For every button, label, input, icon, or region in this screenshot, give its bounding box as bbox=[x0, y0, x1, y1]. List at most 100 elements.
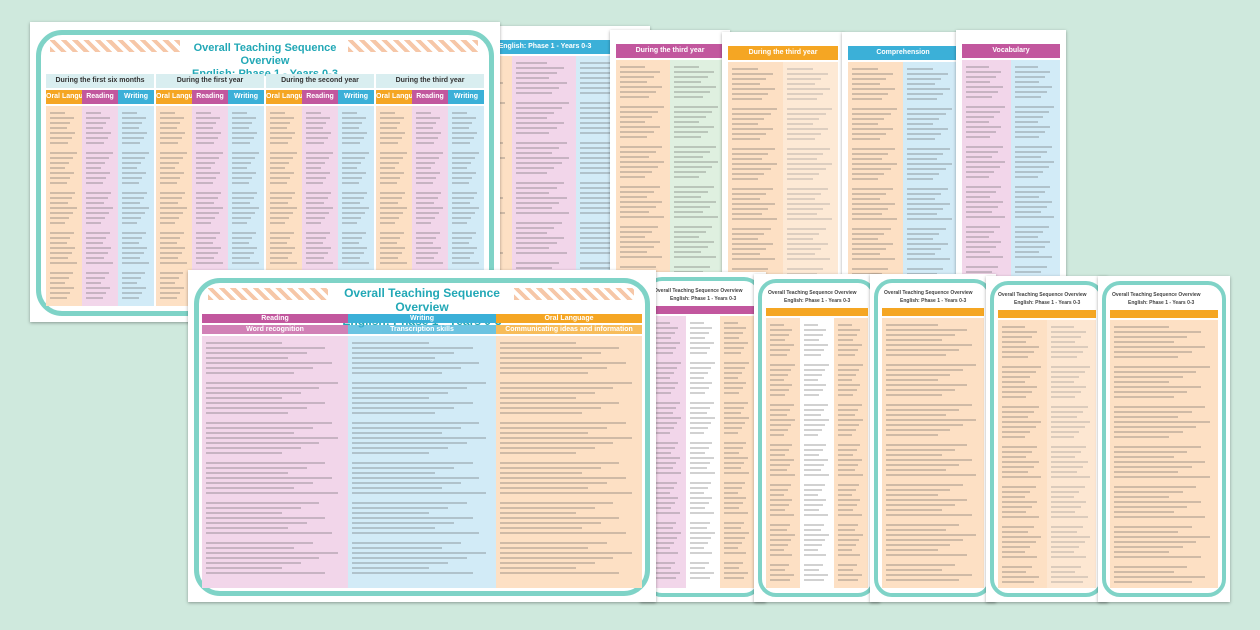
text-line bbox=[1015, 176, 1038, 178]
text-line bbox=[620, 186, 660, 188]
text-line bbox=[886, 334, 955, 336]
text-line bbox=[966, 66, 989, 68]
text-line bbox=[516, 157, 570, 159]
text-line bbox=[690, 402, 714, 404]
text-line bbox=[886, 349, 959, 351]
back-sheet-6[interactable]: Vocabulary bbox=[956, 30, 1066, 294]
text-line bbox=[804, 509, 820, 511]
text-line bbox=[804, 329, 827, 331]
text-line bbox=[516, 172, 547, 174]
text-line bbox=[122, 217, 142, 219]
text-line bbox=[160, 142, 178, 144]
text-line bbox=[732, 128, 773, 130]
back-sheet-4[interactable]: During the third year bbox=[722, 32, 844, 292]
text-line bbox=[516, 127, 557, 129]
text-line bbox=[1002, 511, 1027, 513]
text-line bbox=[787, 258, 830, 260]
strand-band: Writing bbox=[338, 90, 374, 104]
main-sheet-front[interactable]: Overall Teaching Sequence Overview Engli… bbox=[188, 270, 656, 602]
strand-band-oral: Oral Language bbox=[496, 314, 642, 323]
text-line bbox=[1015, 211, 1042, 213]
zigzag-decoration-left bbox=[50, 40, 180, 52]
text-line bbox=[838, 574, 862, 576]
text-line bbox=[656, 497, 679, 499]
text-line bbox=[690, 532, 715, 534]
text-line bbox=[306, 217, 326, 219]
text-line bbox=[804, 514, 828, 516]
text-line bbox=[852, 83, 880, 85]
text-line bbox=[452, 252, 474, 254]
text-line bbox=[1002, 446, 1038, 448]
text-line bbox=[907, 213, 938, 215]
peach-column bbox=[882, 318, 984, 588]
text-line bbox=[580, 242, 623, 244]
text-line bbox=[966, 111, 1000, 113]
text-line bbox=[1114, 386, 1201, 388]
text-line bbox=[1002, 396, 1027, 398]
text-line bbox=[656, 512, 680, 514]
text-line bbox=[1114, 516, 1205, 518]
text-line bbox=[620, 81, 648, 83]
text-line bbox=[690, 542, 708, 544]
text-line bbox=[1114, 356, 1178, 358]
text-line bbox=[770, 414, 787, 416]
text-line bbox=[804, 409, 825, 411]
text-line bbox=[690, 457, 714, 459]
strip-head bbox=[652, 306, 754, 314]
text-line bbox=[122, 287, 147, 289]
text-line bbox=[196, 162, 216, 164]
text-line bbox=[656, 332, 675, 334]
text-line bbox=[1114, 351, 1192, 353]
white-column bbox=[800, 318, 834, 588]
text-line bbox=[50, 202, 68, 204]
text-line bbox=[852, 238, 878, 240]
text-line bbox=[674, 136, 702, 138]
text-line bbox=[206, 412, 289, 414]
text-line bbox=[674, 66, 700, 68]
text-line bbox=[1051, 506, 1081, 508]
text-line bbox=[1002, 551, 1025, 553]
text-line bbox=[620, 76, 654, 78]
text-line bbox=[196, 252, 218, 254]
text-line bbox=[86, 202, 104, 204]
text-line bbox=[380, 252, 402, 254]
text-line bbox=[306, 202, 324, 204]
text-line bbox=[86, 287, 111, 289]
text-line bbox=[122, 172, 147, 174]
subhead-reading: Word recognition bbox=[202, 325, 348, 334]
text-line bbox=[852, 158, 883, 160]
text-line bbox=[380, 242, 397, 244]
text-line bbox=[886, 429, 951, 431]
text-line bbox=[232, 122, 253, 124]
text-line bbox=[160, 282, 176, 284]
text-line bbox=[500, 462, 620, 464]
text-line bbox=[787, 238, 813, 240]
front-sheet-3[interactable]: Overall Teaching Sequence Overview Engli… bbox=[754, 274, 880, 602]
back-sheet-3[interactable]: During the third year bbox=[610, 30, 730, 294]
front-sheet-6[interactable]: Overall Teaching Sequence Overview Engli… bbox=[1098, 276, 1230, 602]
text-line bbox=[804, 544, 822, 546]
text-line bbox=[770, 324, 785, 326]
text-line bbox=[1051, 576, 1089, 578]
front-sheet-5[interactable]: Overall Teaching Sequence Overview Engli… bbox=[986, 276, 1108, 602]
text-line bbox=[1051, 391, 1081, 393]
text-line bbox=[270, 197, 292, 199]
text-line bbox=[852, 93, 889, 95]
text-line bbox=[804, 569, 820, 571]
text-line bbox=[804, 534, 829, 536]
text-line bbox=[724, 512, 748, 514]
text-line bbox=[620, 246, 654, 248]
text-line bbox=[770, 564, 789, 566]
text-line bbox=[732, 243, 773, 245]
text-line bbox=[966, 231, 995, 233]
front-sheet-4[interactable]: Overall Teaching Sequence Overview Engli… bbox=[870, 274, 996, 602]
text-line bbox=[452, 142, 470, 144]
text-line bbox=[270, 217, 290, 219]
text-line bbox=[380, 237, 401, 239]
back-sheet-5[interactable]: Comprehension bbox=[842, 32, 964, 294]
text-line bbox=[886, 509, 942, 511]
text-line bbox=[724, 327, 747, 329]
text-line bbox=[787, 203, 830, 205]
text-line bbox=[886, 419, 976, 421]
front-sheet-2[interactable]: Overall Teaching Sequence Overview Engli… bbox=[640, 272, 766, 602]
